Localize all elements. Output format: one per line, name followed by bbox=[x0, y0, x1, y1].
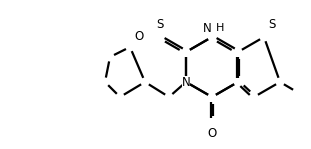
Text: S: S bbox=[268, 18, 275, 31]
Text: H: H bbox=[216, 23, 224, 33]
Text: N: N bbox=[182, 76, 190, 89]
Text: O: O bbox=[207, 127, 217, 140]
Text: S: S bbox=[156, 18, 164, 31]
Text: O: O bbox=[134, 30, 143, 43]
Text: N: N bbox=[203, 21, 212, 35]
